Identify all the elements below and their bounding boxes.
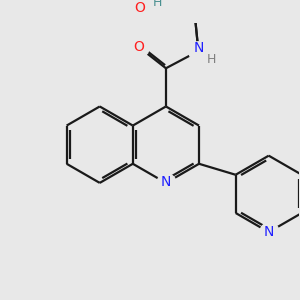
Text: O: O	[134, 1, 145, 15]
Text: H: H	[153, 0, 162, 9]
Text: O: O	[134, 40, 145, 54]
Text: N: N	[193, 41, 204, 55]
Text: N: N	[161, 175, 171, 189]
Text: H: H	[207, 52, 216, 65]
Text: N: N	[263, 225, 274, 239]
